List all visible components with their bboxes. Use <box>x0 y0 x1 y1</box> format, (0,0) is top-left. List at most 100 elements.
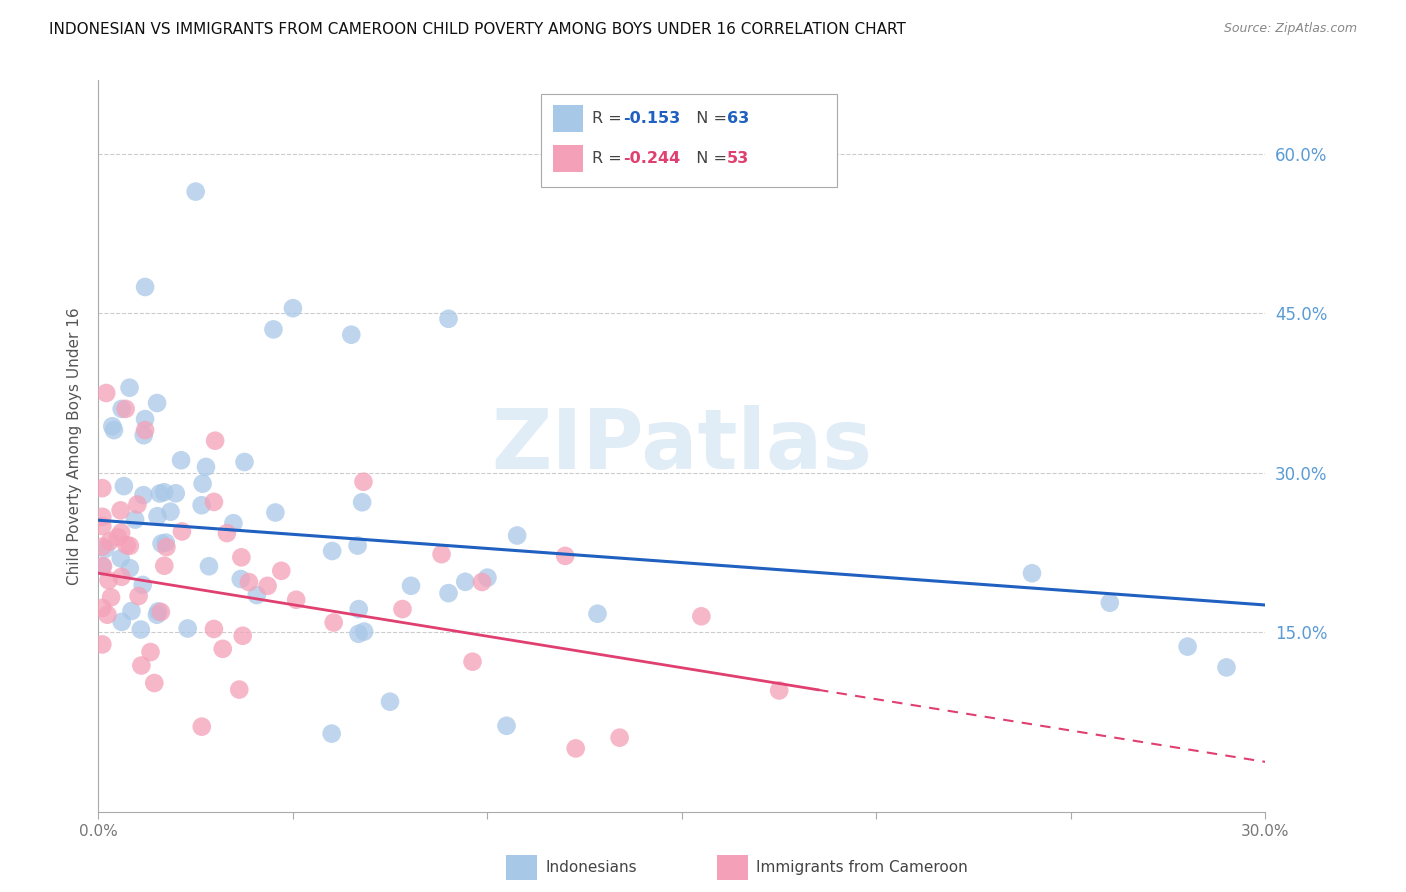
Point <box>609 731 631 745</box>
Point <box>231 550 253 565</box>
Point <box>134 412 156 426</box>
Point <box>270 564 292 578</box>
Point <box>176 622 198 636</box>
Point <box>129 623 152 637</box>
Point <box>229 572 252 586</box>
Point <box>101 419 124 434</box>
Point <box>506 528 529 542</box>
Text: Source: ZipAtlas.com: Source: ZipAtlas.com <box>1223 22 1357 36</box>
Point <box>132 488 155 502</box>
Point <box>150 536 173 550</box>
Point <box>112 479 135 493</box>
Text: R =: R = <box>592 152 627 166</box>
Point <box>246 588 269 602</box>
Point <box>202 622 225 636</box>
Point <box>191 720 214 734</box>
Point <box>347 627 370 641</box>
Point <box>110 551 132 566</box>
Point <box>91 637 114 651</box>
Point <box>165 486 187 500</box>
Point <box>346 539 368 553</box>
Point <box>353 475 375 489</box>
Point <box>238 575 260 590</box>
Point <box>347 602 370 616</box>
Point <box>1098 596 1121 610</box>
Point <box>198 559 221 574</box>
Point <box>155 535 177 549</box>
Point <box>391 602 413 616</box>
Text: 53: 53 <box>727 152 749 166</box>
Point <box>202 495 225 509</box>
Point <box>128 589 150 603</box>
Point <box>139 645 162 659</box>
Point <box>146 607 169 622</box>
Point <box>1177 640 1199 654</box>
Point <box>471 574 494 589</box>
Point <box>1215 660 1237 674</box>
Text: -0.153: -0.153 <box>623 112 681 126</box>
Point <box>107 530 129 544</box>
Point <box>586 607 609 621</box>
Point <box>340 327 363 342</box>
Point <box>148 604 170 618</box>
Point <box>264 506 287 520</box>
Point <box>149 486 172 500</box>
Point <box>321 544 343 558</box>
Point <box>110 525 132 540</box>
Point <box>114 401 136 416</box>
Point <box>222 516 245 531</box>
Point <box>430 547 453 561</box>
Point <box>477 571 499 585</box>
Text: 63: 63 <box>727 112 749 126</box>
Point <box>399 579 422 593</box>
Point <box>321 726 343 740</box>
Point <box>132 428 155 442</box>
Point <box>91 519 114 533</box>
Point <box>124 512 146 526</box>
Point <box>1021 566 1043 581</box>
Point <box>232 629 254 643</box>
Point <box>454 574 477 589</box>
Point <box>118 561 141 575</box>
Point <box>353 624 375 639</box>
Point <box>134 423 156 437</box>
Point <box>378 695 401 709</box>
Point <box>194 459 217 474</box>
Point <box>96 607 118 622</box>
Text: INDONESIAN VS IMMIGRANTS FROM CAMEROON CHILD POVERTY AMONG BOYS UNDER 16 CORRELA: INDONESIAN VS IMMIGRANTS FROM CAMEROON C… <box>49 22 905 37</box>
Text: N =: N = <box>686 152 733 166</box>
Point <box>94 541 117 556</box>
Point <box>103 423 125 437</box>
Point <box>564 741 586 756</box>
Point <box>110 570 132 584</box>
Point <box>91 601 114 615</box>
Point <box>281 301 304 316</box>
Point <box>127 498 149 512</box>
Point <box>118 539 141 553</box>
Text: N =: N = <box>686 112 733 126</box>
Point <box>91 559 114 574</box>
Point <box>554 549 576 563</box>
Point <box>96 386 118 401</box>
Point <box>132 578 155 592</box>
Point <box>100 591 122 605</box>
Point <box>352 495 374 509</box>
Y-axis label: Child Poverty Among Boys Under 16: Child Poverty Among Boys Under 16 <box>67 307 83 585</box>
Point <box>115 538 138 552</box>
Point <box>143 676 166 690</box>
Point <box>159 505 181 519</box>
Point <box>461 655 484 669</box>
Point <box>495 719 517 733</box>
Point <box>262 322 284 336</box>
Point <box>211 641 233 656</box>
Text: Indonesians: Indonesians <box>546 860 637 874</box>
Point <box>131 658 153 673</box>
Point <box>437 586 460 600</box>
Point <box>204 434 226 448</box>
Point <box>215 526 238 541</box>
Point <box>170 524 193 539</box>
Point <box>184 185 207 199</box>
Point <box>155 540 177 554</box>
Point <box>322 615 344 630</box>
Point <box>768 683 790 698</box>
